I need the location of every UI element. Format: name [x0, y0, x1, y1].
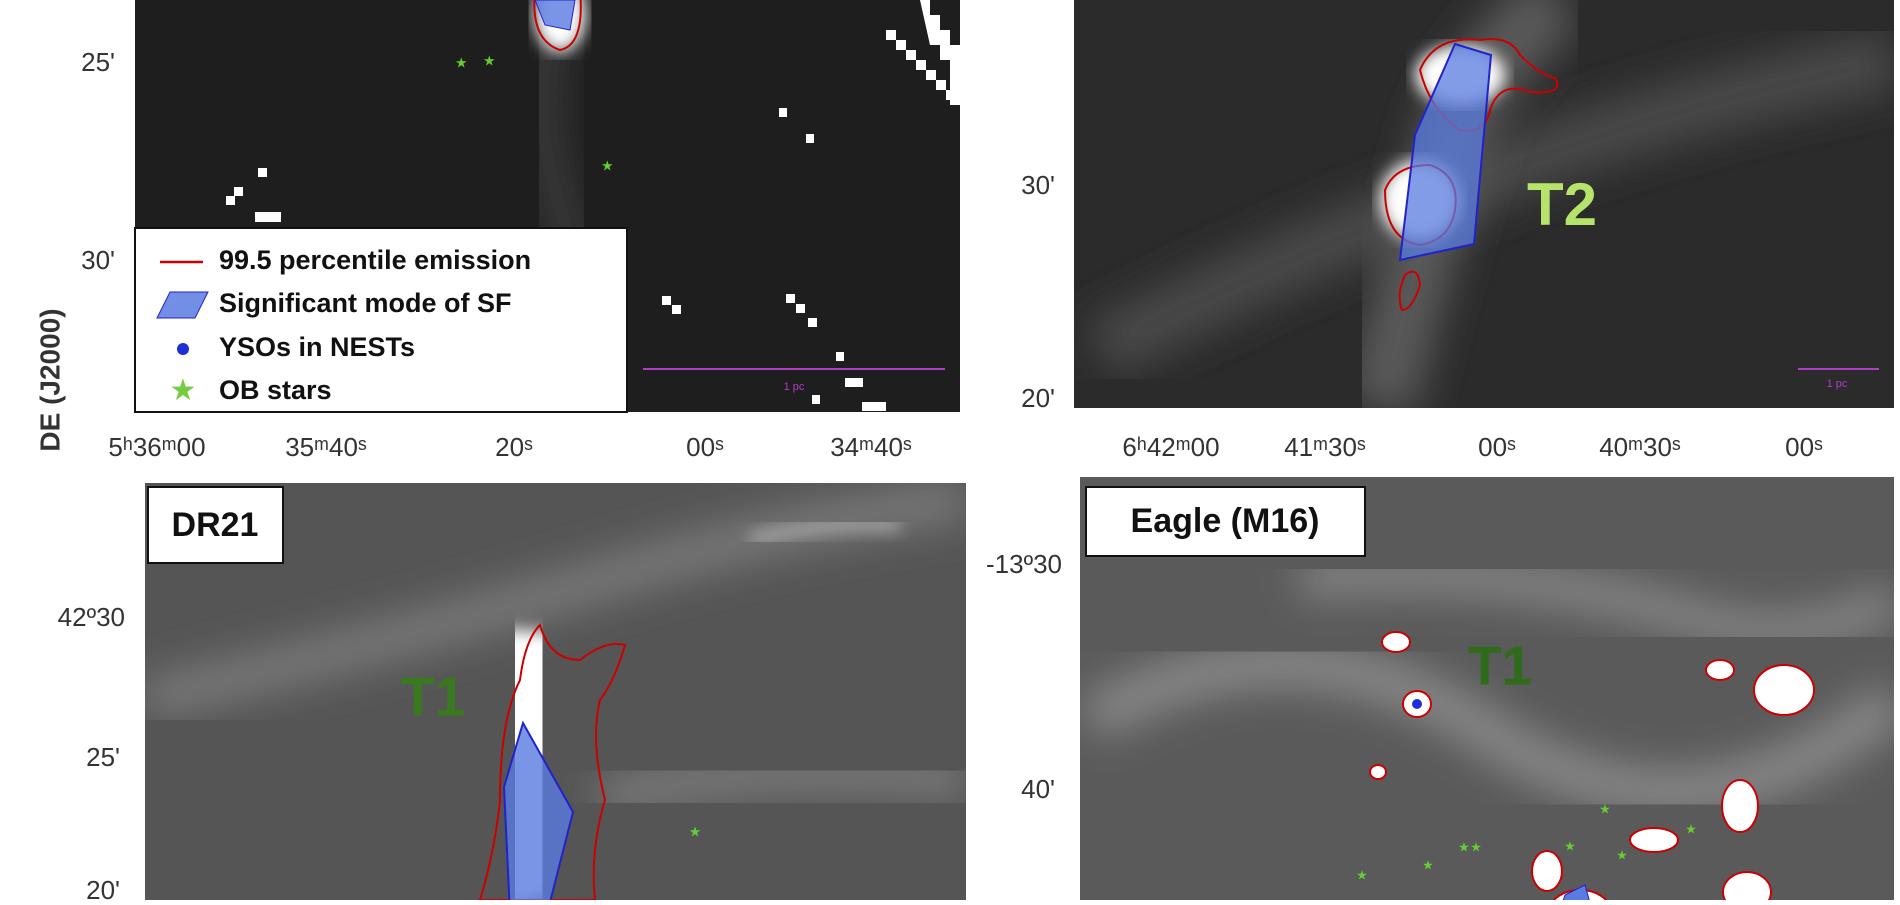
- scale-bar-label: 1 pc: [784, 381, 805, 393]
- svg-text:★: ★: [170, 374, 197, 407]
- svg-text:★: ★: [1616, 847, 1628, 862]
- legend-entry: YSOs in NESTs: [219, 332, 415, 362]
- panel-title: DR21: [172, 506, 259, 544]
- y-tick-label: 20': [86, 875, 120, 900]
- svg-text:★: ★: [483, 53, 496, 69]
- legend-entry: OB stars: [219, 375, 332, 405]
- x-tick-label: 00ˢ: [1785, 432, 1823, 462]
- svg-text:★: ★: [1470, 839, 1482, 854]
- image-panel: ★ ★★★ ★★★★: [1080, 477, 1894, 900]
- y-tick-label: 25': [86, 742, 120, 772]
- legend-entry: Significant mode of SF: [219, 288, 512, 318]
- x-tick-label: 34ᵐ40ˢ: [830, 432, 912, 462]
- region-label: T1: [1468, 635, 1532, 697]
- x-tick-label: 20ˢ: [495, 432, 533, 462]
- x-tick-label: 00ˢ: [1478, 432, 1516, 462]
- scale-bar-label: 1 pc: [1827, 378, 1848, 390]
- legend: [134, 227, 628, 413]
- svg-text:★: ★: [1564, 838, 1576, 853]
- y-tick-label: 25': [81, 47, 115, 77]
- svg-text:★: ★: [1685, 821, 1697, 836]
- svg-text:★: ★: [1356, 867, 1368, 882]
- y-tick-label: 20': [1021, 383, 1055, 413]
- y-tick-label: 30': [81, 245, 115, 275]
- panel-title: Eagle (M16): [1131, 502, 1320, 540]
- svg-text:★: ★: [1422, 857, 1434, 872]
- x-tick-label: 35ᵐ40ˢ: [285, 432, 367, 462]
- x-tick-label: 6ʰ42ᵐ00: [1122, 432, 1219, 462]
- svg-text:★: ★: [689, 824, 702, 840]
- axis-label: DE (J2000): [34, 308, 65, 451]
- legend-entry: 99.5 percentile emission: [219, 245, 531, 275]
- y-tick-label: 42º30: [58, 602, 125, 632]
- x-tick-label: 41ᵐ30ˢ: [1284, 432, 1366, 462]
- y-tick-label: 30': [1021, 170, 1055, 200]
- y-tick-label: 40': [1021, 774, 1055, 804]
- x-tick-label: 40ᵐ30ˢ: [1599, 432, 1681, 462]
- region-label: T1: [401, 666, 465, 728]
- svg-text:★: ★: [455, 55, 468, 71]
- svg-text:★: ★: [601, 158, 614, 174]
- region-label: T2: [1527, 171, 1597, 238]
- svg-text:★: ★: [1458, 839, 1470, 854]
- x-tick-label: 5ʰ36ᵐ00: [108, 432, 205, 462]
- svg-text:★: ★: [1599, 801, 1611, 816]
- x-tick-label: 00ˢ: [686, 432, 724, 462]
- y-tick-label: -13º30: [986, 549, 1062, 579]
- image-panel: [1074, 0, 1894, 408]
